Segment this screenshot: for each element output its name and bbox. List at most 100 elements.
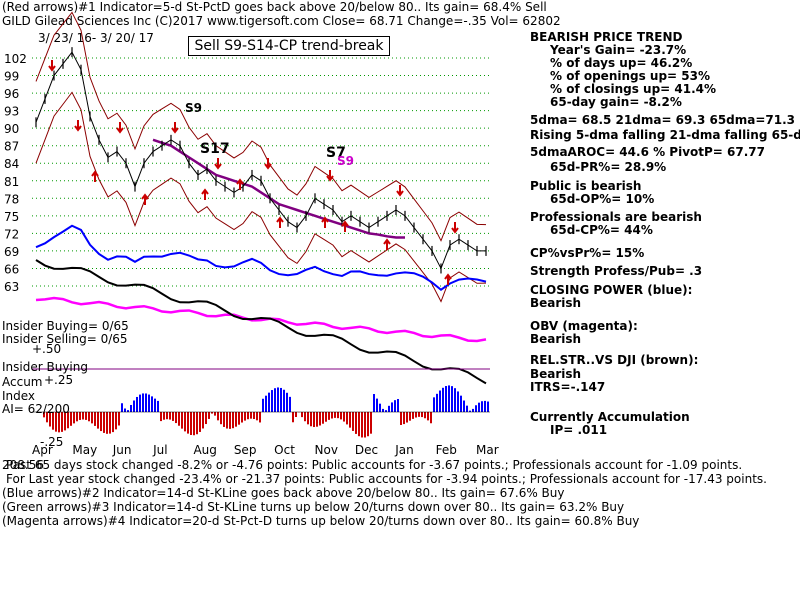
footer-line3: (Blue arrows)#2 Indicator=14-d St-KLine … bbox=[2, 486, 565, 500]
accum-bar bbox=[64, 412, 66, 431]
accum-bar bbox=[337, 412, 339, 419]
accum-bar bbox=[100, 412, 102, 432]
signal-arrows bbox=[48, 60, 459, 285]
buy-arrow bbox=[444, 273, 452, 285]
buy-arrow bbox=[321, 216, 329, 228]
bottom-number: 208.56 bbox=[2, 458, 44, 472]
x-tick-label: Sep bbox=[234, 443, 257, 457]
buy-arrow bbox=[141, 193, 149, 205]
accum-bar bbox=[391, 402, 393, 412]
accum-bar bbox=[325, 412, 327, 422]
accum-bar bbox=[403, 412, 405, 425]
accum-bar bbox=[340, 412, 342, 420]
accum-bar bbox=[481, 401, 483, 412]
accum-bar bbox=[208, 412, 210, 419]
buy-arrow bbox=[201, 188, 209, 200]
sell-arrow bbox=[451, 222, 459, 234]
x-tick-label: May bbox=[72, 443, 97, 457]
accum-bar bbox=[370, 412, 372, 434]
footer-line5: (Magenta arrows)#4 Indicator=20-d St-Pct… bbox=[2, 514, 640, 528]
y-tick-label: 93 bbox=[4, 105, 19, 119]
obv-polyline bbox=[35, 296, 487, 343]
accum-bar bbox=[121, 403, 123, 412]
accum-bar bbox=[187, 412, 189, 434]
y-tick-label: 99 bbox=[4, 70, 19, 84]
accum-bar bbox=[400, 412, 402, 425]
accum-bar bbox=[76, 412, 78, 422]
insider-buying: Insider Buying= 0/65 bbox=[2, 319, 129, 333]
sell-arrow bbox=[171, 122, 179, 134]
accum-bar bbox=[127, 410, 129, 412]
accum-bar bbox=[466, 405, 468, 412]
x-tick-label: Nov bbox=[315, 443, 338, 457]
price-polyline bbox=[35, 51, 486, 270]
accum-bar bbox=[346, 412, 348, 425]
accum-bar bbox=[334, 412, 336, 418]
accum-bar bbox=[361, 412, 363, 438]
signal-box: Sell S9-S14-CP trend-break bbox=[188, 36, 390, 56]
accum-bar bbox=[484, 400, 486, 412]
accum-bar bbox=[205, 412, 207, 425]
accum-bar bbox=[58, 412, 60, 433]
accum-bar bbox=[130, 404, 132, 412]
accum-bar bbox=[154, 398, 156, 412]
accum-title: Currently Accumulation bbox=[530, 410, 690, 424]
accum-bar bbox=[364, 412, 366, 438]
accumulation-histogram bbox=[32, 385, 490, 438]
sell-arrow bbox=[264, 158, 272, 170]
ma65-polyline bbox=[152, 138, 405, 239]
accum-bar bbox=[88, 412, 90, 422]
accum-bar bbox=[136, 396, 138, 412]
accum-bar bbox=[55, 412, 57, 432]
pros-status: Professionals are bearish bbox=[530, 210, 702, 224]
x-tick-label: Dec bbox=[355, 443, 378, 457]
accum-bar bbox=[379, 403, 381, 412]
accum-bar bbox=[193, 412, 195, 436]
accum-bar bbox=[394, 400, 396, 412]
accum-bar bbox=[232, 412, 234, 429]
accum-bar bbox=[349, 412, 351, 428]
x-tick-label: Jul bbox=[152, 443, 167, 457]
closing-power-val: Bearish bbox=[530, 296, 582, 310]
annotation-s17: S17 bbox=[200, 141, 230, 157]
accum-bar bbox=[148, 394, 150, 412]
annotation-s9b: S9 bbox=[337, 154, 354, 168]
strength: Strength Profess/Pub= .3 bbox=[530, 264, 703, 278]
accum-bar bbox=[463, 400, 465, 412]
x-tick-labels: Apr May Jun Jul Aug Sep Oct Nov Dec Jan Feb Mar bbox=[32, 443, 499, 457]
accum-bar bbox=[43, 412, 45, 418]
accum-bar bbox=[190, 412, 192, 435]
accum-bar bbox=[274, 388, 276, 412]
accum-bar bbox=[256, 412, 258, 421]
accum-bar bbox=[367, 412, 369, 437]
x-tick-label: Aug bbox=[193, 443, 216, 457]
y-tick-label: 63 bbox=[4, 280, 19, 294]
obv-title: OBV (magenta): bbox=[530, 319, 638, 333]
accum-bar bbox=[178, 412, 180, 426]
accum-bar bbox=[430, 412, 432, 424]
ma65-line bbox=[152, 138, 405, 239]
buy-arrow bbox=[236, 178, 244, 190]
accum-bar bbox=[373, 394, 375, 412]
footer-line2: For Last year stock changed -23.4% or -2… bbox=[6, 472, 767, 486]
index-label: Index bbox=[2, 389, 36, 403]
y-tick-label: 102 bbox=[4, 52, 27, 66]
accum-bar bbox=[412, 412, 414, 419]
buy-arrow bbox=[341, 220, 349, 232]
accum-bar bbox=[355, 412, 357, 434]
accum-bar bbox=[382, 408, 384, 412]
closing-power-polyline bbox=[35, 224, 487, 292]
accum-bar bbox=[202, 412, 204, 429]
footer-line4: (Green arrows)#3 Indicator=14-d St-KLine… bbox=[2, 500, 625, 514]
accum-bar bbox=[175, 412, 177, 424]
accum-bar bbox=[61, 412, 63, 432]
pct-days-up: % of days up= 46.2% bbox=[550, 56, 693, 70]
accum-bar bbox=[313, 412, 315, 428]
accum-bar bbox=[241, 412, 243, 423]
y-tick-label: 96 bbox=[4, 87, 19, 101]
accum-bar bbox=[253, 412, 255, 420]
x-tick-label: Feb bbox=[436, 443, 457, 457]
cp-pct: 65d-CP%= 44% bbox=[550, 223, 653, 237]
public-status: Public is bearish bbox=[530, 179, 642, 193]
